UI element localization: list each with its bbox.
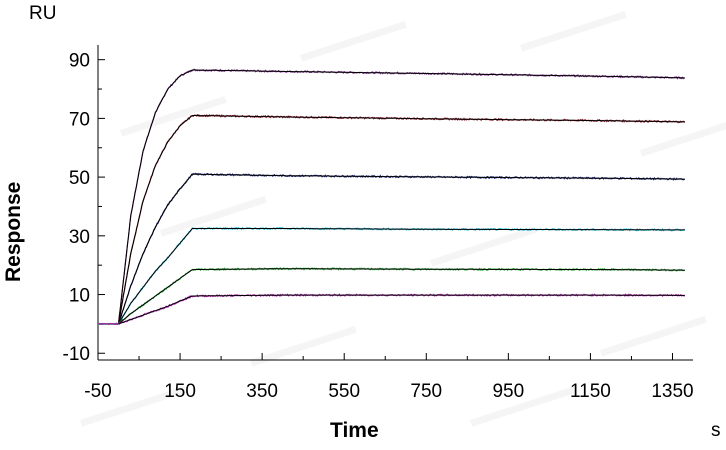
series-fit-line (118, 115, 685, 324)
x-tick-label: 750 (410, 381, 442, 402)
x-tick-label: 950 (492, 381, 524, 402)
watermark-mark (519, 11, 627, 52)
series-fit-line (118, 173, 685, 325)
watermark-mark (300, 21, 407, 62)
x-tick-label: 350 (246, 381, 278, 402)
y-unit-label: RU (29, 3, 57, 24)
series-measured-line (98, 113, 686, 325)
y-tick-label: 70 (69, 109, 90, 130)
y-tick-label: 90 (69, 51, 90, 72)
series-fit-line (118, 268, 685, 325)
tick-labels: -10 10 30 50 70 90 -50 150 350 550 750 950 1150 1350 (63, 51, 694, 402)
series-measured-line (98, 172, 686, 326)
series-3 (98, 172, 686, 326)
series-measured-line (98, 226, 686, 325)
x-tick-label: -50 (84, 381, 111, 402)
y-tick-label: 30 (69, 227, 90, 248)
watermark-layer (79, 11, 726, 427)
x-unit-label: s (711, 420, 721, 441)
watermark-mark (120, 96, 227, 137)
x-tick-label: 1350 (651, 381, 693, 402)
watermark-mark (430, 226, 537, 267)
series-measured-line (98, 68, 686, 326)
y-axis-title: Response (2, 181, 25, 282)
axes (97, 45, 693, 361)
x-tick-label: 150 (164, 381, 196, 402)
watermark-mark (250, 326, 357, 367)
y-tick-label: 50 (69, 168, 90, 189)
y-tick-label: -10 (63, 344, 90, 365)
watermark-mark (159, 196, 267, 237)
series-4 (98, 226, 686, 325)
series-5 (98, 267, 686, 325)
y-tick-label: 10 (69, 286, 90, 307)
series-1 (98, 68, 686, 326)
watermark-mark (600, 316, 707, 357)
series-fit-line (118, 69, 685, 324)
x-tick-label: 1150 (570, 381, 611, 402)
series-6 (98, 293, 686, 325)
watermark-mark (640, 116, 726, 157)
watermark-mark (79, 386, 187, 427)
series-layer (98, 68, 686, 326)
series-fit-line (118, 228, 685, 325)
watermark-mark (469, 386, 577, 427)
series-fit-line (118, 294, 685, 325)
x-axis-title: Time (330, 419, 379, 442)
x-tick-label: 550 (328, 381, 360, 402)
series-2 (98, 113, 686, 325)
